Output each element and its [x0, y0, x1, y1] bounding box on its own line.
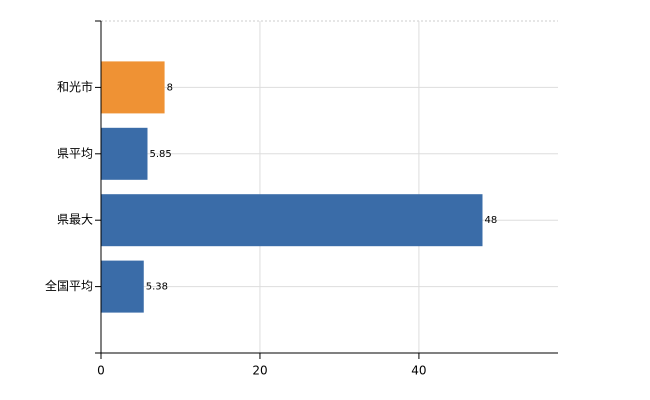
x-tick-label: 0 — [97, 364, 105, 378]
x-tick-label: 20 — [252, 364, 267, 378]
bar — [101, 260, 144, 313]
value-label: 5.85 — [149, 149, 171, 160]
bar — [101, 127, 148, 180]
value-label: 8 — [167, 82, 173, 93]
bar — [101, 61, 165, 114]
y-tick-label: 県平均 — [57, 146, 93, 160]
x-tick-label: 40 — [411, 364, 426, 378]
y-tick-label: 県最大 — [57, 213, 93, 227]
value-label: 5.38 — [146, 282, 168, 293]
bar — [101, 194, 483, 247]
value-label: 48 — [484, 215, 497, 226]
y-tick-label: 和光市 — [57, 79, 93, 94]
y-tick-label: 全国平均 — [45, 278, 93, 293]
